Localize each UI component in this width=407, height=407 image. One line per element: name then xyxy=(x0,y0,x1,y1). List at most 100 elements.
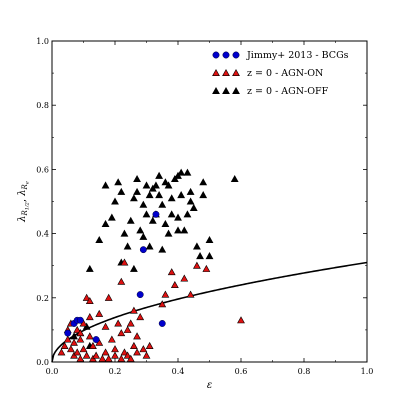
agn-on-point xyxy=(120,258,129,266)
agn-on-point xyxy=(66,345,75,353)
agn-on-point xyxy=(114,319,123,327)
fit-curve xyxy=(51,261,368,363)
agn-off-point xyxy=(111,197,119,205)
agn-off-point xyxy=(142,210,151,218)
agn-on-point xyxy=(142,351,151,359)
agn-on-point xyxy=(136,313,145,321)
agn-off-point xyxy=(152,181,160,189)
agn-off-point xyxy=(205,252,214,260)
plot-area xyxy=(51,40,368,363)
agn-on-point xyxy=(76,329,85,337)
agn-on-point xyxy=(129,306,138,314)
legend-label-jimmy: Jimmy+ 2013 - BCGs xyxy=(246,50,349,61)
agn-on-point xyxy=(117,277,126,285)
agn-off-point xyxy=(189,203,198,211)
agn-off-point xyxy=(174,171,182,179)
x-tick-label: 0.0 xyxy=(46,367,59,376)
agn-on-point xyxy=(123,325,132,333)
agn-off-point xyxy=(158,200,167,208)
agn-on-point xyxy=(85,296,94,305)
agn-off-point xyxy=(142,181,151,189)
agn-off-point xyxy=(139,200,148,208)
agn-on-point xyxy=(79,345,88,353)
agn-off-point xyxy=(126,216,135,224)
agn-off-point xyxy=(107,213,116,221)
agn-on-point xyxy=(167,268,176,276)
legend-marker-point xyxy=(212,68,220,77)
agn-off-point xyxy=(199,191,208,199)
agn-off-point xyxy=(133,175,141,183)
y-tick-label: 0.8 xyxy=(36,101,49,110)
y-axis-label-lambda: λ xyxy=(17,215,28,222)
legend-marker-point xyxy=(212,51,220,59)
y-axis-label-subsub-2: e xyxy=(25,181,31,184)
agn-on-point xyxy=(82,293,91,301)
agn-off-point xyxy=(85,264,94,272)
agn-on-point xyxy=(107,335,116,343)
agn-on-point xyxy=(95,309,104,317)
agn-off-point xyxy=(180,226,189,234)
agn-off-point xyxy=(120,229,129,237)
agn-off-point xyxy=(101,181,110,189)
agn-off-point xyxy=(133,187,141,195)
agn-on-point xyxy=(129,341,138,349)
agn-off-point xyxy=(186,197,195,205)
y-axis-label-subsub: 1/2 xyxy=(25,202,31,210)
x-tick-label: 0.6 xyxy=(235,367,248,376)
agn-off-point xyxy=(177,168,186,176)
legend-marker-point xyxy=(222,86,230,95)
agn-off-point xyxy=(155,191,164,199)
legend-marker-point xyxy=(232,51,240,59)
agn-on-point xyxy=(70,338,78,346)
agn-off-point xyxy=(161,178,170,186)
agn-off-point xyxy=(183,210,192,218)
agn-off-point xyxy=(167,194,176,202)
bcg-point xyxy=(64,329,72,337)
legend-entry-agn-on: z = 0 - AGN-ON xyxy=(212,68,323,79)
agn-off-point xyxy=(123,242,132,250)
agn-off-point xyxy=(183,168,192,176)
y-tick-label: 0.2 xyxy=(36,294,49,303)
agn-on-point xyxy=(186,290,195,298)
bcg-point xyxy=(92,336,100,343)
legend-entry-agn-off: z = 0 - AGN-OFF xyxy=(212,86,329,97)
agn-on-point xyxy=(117,329,126,337)
x-tick-label: 1.0 xyxy=(361,367,374,376)
agn-off-point xyxy=(155,171,164,179)
agn-off-point xyxy=(136,226,145,234)
agn-on-point xyxy=(104,354,113,362)
y-axis-label-sub-2: R xyxy=(21,183,29,190)
agn-off-point xyxy=(101,219,110,227)
agn-off-point xyxy=(192,242,201,250)
agn-off-point xyxy=(95,236,104,244)
agn-off-point xyxy=(161,219,170,227)
legend-marker-point xyxy=(232,68,240,77)
agn-off-point xyxy=(117,187,126,195)
agn-on-point xyxy=(63,335,72,343)
legend-label-agn-on: z = 0 - AGN-ON xyxy=(247,68,323,79)
legend-marker-point xyxy=(222,51,230,59)
agn-on-point xyxy=(133,348,141,356)
tick-labels: 0.0 0.2 0.4 0.6 0.8 1.0 0.0 0.2 0.4 0.6 0.8 1.0 xyxy=(36,37,373,376)
y-axis-label-lambda-2: λ xyxy=(17,189,28,196)
agn-on-point xyxy=(126,319,135,327)
legend: Jimmy+ 2013 - BCGs z = 0 - AGN-ON z = 0 … xyxy=(212,50,349,97)
agn-on-point xyxy=(85,313,94,321)
agn-on-point xyxy=(101,322,110,330)
agn-on-point xyxy=(120,348,129,356)
agn-on-point xyxy=(73,325,82,333)
agn-on-point xyxy=(161,290,170,298)
agn-off-point xyxy=(196,252,204,260)
agn-on-point xyxy=(101,348,110,356)
agn-off-point xyxy=(186,187,195,195)
agn-on-point xyxy=(111,351,119,359)
agn-on-point xyxy=(139,345,148,353)
agn-on-point xyxy=(57,348,66,356)
bcg-point xyxy=(139,246,147,254)
agn-on-point xyxy=(92,351,101,359)
agn-on-point xyxy=(170,280,179,288)
bcg-point xyxy=(158,320,166,327)
agn-on-point xyxy=(133,332,141,340)
legend-marker-agn-on xyxy=(212,68,240,77)
